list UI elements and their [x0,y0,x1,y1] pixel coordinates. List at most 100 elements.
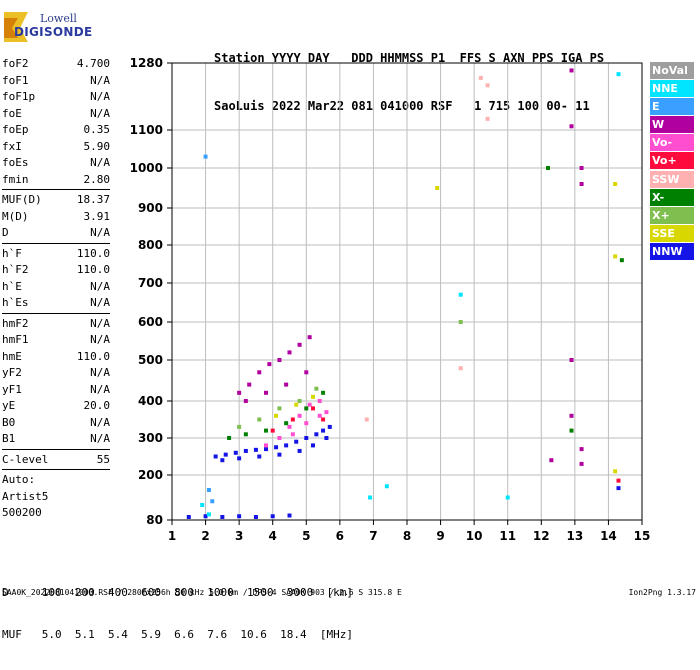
data-point [613,182,618,186]
param-yF2: yF2 N/A [2,366,110,379]
y-tick-label: 1100 [130,123,163,137]
data-point [368,495,373,500]
x-tick-label: 13 [567,529,584,543]
data-point [264,390,268,395]
data-point [304,370,309,375]
data-point [287,424,292,429]
distance-row: D 100 200 400 600 800 1000 1500 3000 [km… [2,586,353,599]
data-point [569,68,574,73]
polarization-legend: NoVal NNE E W Vo- Vo+ SSW X- X+ SSE NNW [650,62,694,261]
data-point [247,382,252,387]
data-point [324,410,329,415]
station-header: Station YYYY DAY DDD HHMMSS P1 FFS S AXN… [214,18,604,130]
x-tick-label: 10 [466,529,483,543]
data-point [616,486,621,491]
param-hF: h`F 110.0 [2,246,110,260]
data-point [243,432,248,437]
data-point [478,75,483,80]
data-point [277,436,282,440]
x-tick-label: 11 [499,529,516,543]
data-point [321,417,326,422]
data-point [569,358,574,362]
data-point [321,428,326,433]
data-point [284,421,289,426]
data-point [237,424,242,429]
y-tick-label: 200 [138,468,163,482]
param-foEs: foEs N/A [2,156,110,169]
data-point [579,166,584,170]
data-point [213,454,218,459]
x-tick-label: 6 [336,529,344,543]
data-point [237,456,242,461]
data-point [284,443,289,448]
muf-row: MUF 5.0 5.1 5.4 5.9 6.6 7.6 10.6 18.4 [M… [2,628,353,641]
x-tick-label: 14 [600,529,617,543]
data-point [243,448,248,453]
data-point [237,390,242,395]
data-point [546,166,550,170]
header-labels: Station YYYY DAY DDD HHMMSS P1 FFS S AXN… [214,51,605,65]
x-tick-label: 7 [369,529,377,543]
param-foF1p: foF1p N/A [2,90,110,103]
data-point [327,424,332,429]
param-hmF2: hmF2 N/A [2,316,110,330]
param-fmin: fmin 2.80 [2,172,110,186]
y-tick-label: 700 [138,276,163,290]
legend-item-nne: NNE [650,80,694,98]
param-foF2: foF2 4.700 [2,57,110,70]
data-point [569,413,574,418]
param-M-D: M(D) 3.91 [2,209,110,223]
x-tick-label: 8 [403,529,411,543]
data-point [458,366,463,371]
data-point [579,182,584,186]
data-point [616,478,621,483]
param-B0: B0 N/A [2,415,110,429]
param-hE: h`E N/A [2,279,110,293]
data-point [364,417,369,422]
param-hF2: h`F2 110.0 [2,263,110,276]
data-point [186,515,191,519]
param-B1: B1 N/A [2,432,110,445]
param-divider [2,469,110,470]
data-point [307,335,312,340]
data-point [264,447,268,452]
data-point [297,399,302,403]
data-point [297,448,302,453]
data-point [505,495,510,500]
param-foE: foE N/A [2,106,110,120]
data-point [458,320,463,324]
series-ssw [364,75,490,422]
version-label: Ion2Png 1.3.17 [628,588,696,597]
data-point [203,154,208,159]
data-point [485,116,490,121]
param-hmF1: hmF1 N/A [2,333,110,346]
series-w [237,68,584,466]
y-tick-label: 800 [138,238,163,252]
series-x [227,166,624,440]
parameters-panel: foF2 4.700 foF1 N/A foF1p N/A foE N/A foEp 0.… [2,56,110,522]
data-point [223,452,228,457]
legend-item-vo-plus: Vo+ [650,152,694,170]
data-point [277,358,282,362]
data-point [206,488,211,492]
data-point [304,436,309,440]
auto-label: Auto: [2,473,36,486]
data-point [257,417,262,422]
legend-item-w: W [650,116,694,134]
x-tick-label: 2 [201,529,209,543]
y-tick-label: 1000 [130,161,163,175]
data-point [569,124,574,129]
data-point [270,428,275,433]
data-point [294,439,299,444]
data-point [274,413,279,418]
data-point [619,258,624,263]
data-point [324,436,329,440]
param-yE: yE 20.0 [2,399,110,412]
data-point [284,382,289,387]
y-tick-label: 500 [138,353,163,367]
param-MUF-D: MUF(D) 18.37 [2,193,110,206]
legend-item-nnw: NNW [650,242,694,260]
data-point [277,452,282,457]
muf-distance-table: D 100 200 400 600 800 1000 1500 3000 [km… [0,558,353,641]
logo-digisonde-text: DIGISONDE [14,25,93,39]
